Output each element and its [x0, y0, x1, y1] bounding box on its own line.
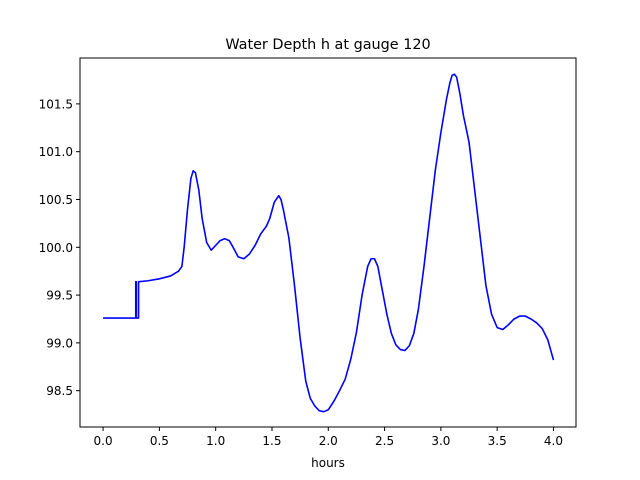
x-axis-ticks: 0.0 0.5 1.0 1.5 2.0 2.5 3.0 3.5 4.0 [94, 427, 563, 448]
y-tick-label: 98.5 [46, 384, 73, 398]
x-tick-label: 2.0 [319, 434, 338, 448]
x-tick-label: 0.0 [94, 434, 113, 448]
x-tick-label: 0.5 [150, 434, 169, 448]
y-tick-label: 101.0 [39, 145, 73, 159]
y-tick-label: 100.0 [39, 241, 73, 255]
y-tick-label: 99.0 [46, 336, 73, 350]
x-tick-label: 4.0 [544, 434, 563, 448]
x-tick-label: 3.5 [488, 434, 507, 448]
chart-title: Water Depth h at gauge 120 [225, 37, 430, 53]
x-tick-label: 1.5 [262, 434, 281, 448]
y-tick-label: 99.5 [46, 289, 73, 303]
series-line-water-depth [103, 73, 555, 413]
x-tick-label: 3.0 [431, 434, 450, 448]
plot-area-group [79, 57, 577, 428]
y-tick-label: 100.5 [39, 193, 73, 207]
y-tick-label: 101.5 [39, 97, 73, 111]
x-axis-label: hours [311, 456, 345, 470]
x-tick-label: 2.5 [375, 434, 394, 448]
y-axis-ticks: 98.5 99.0 99.5 100.0 100.5 101.0 101.5 [39, 97, 80, 398]
plot-area [80, 58, 576, 427]
x-tick-label: 1.0 [206, 434, 225, 448]
